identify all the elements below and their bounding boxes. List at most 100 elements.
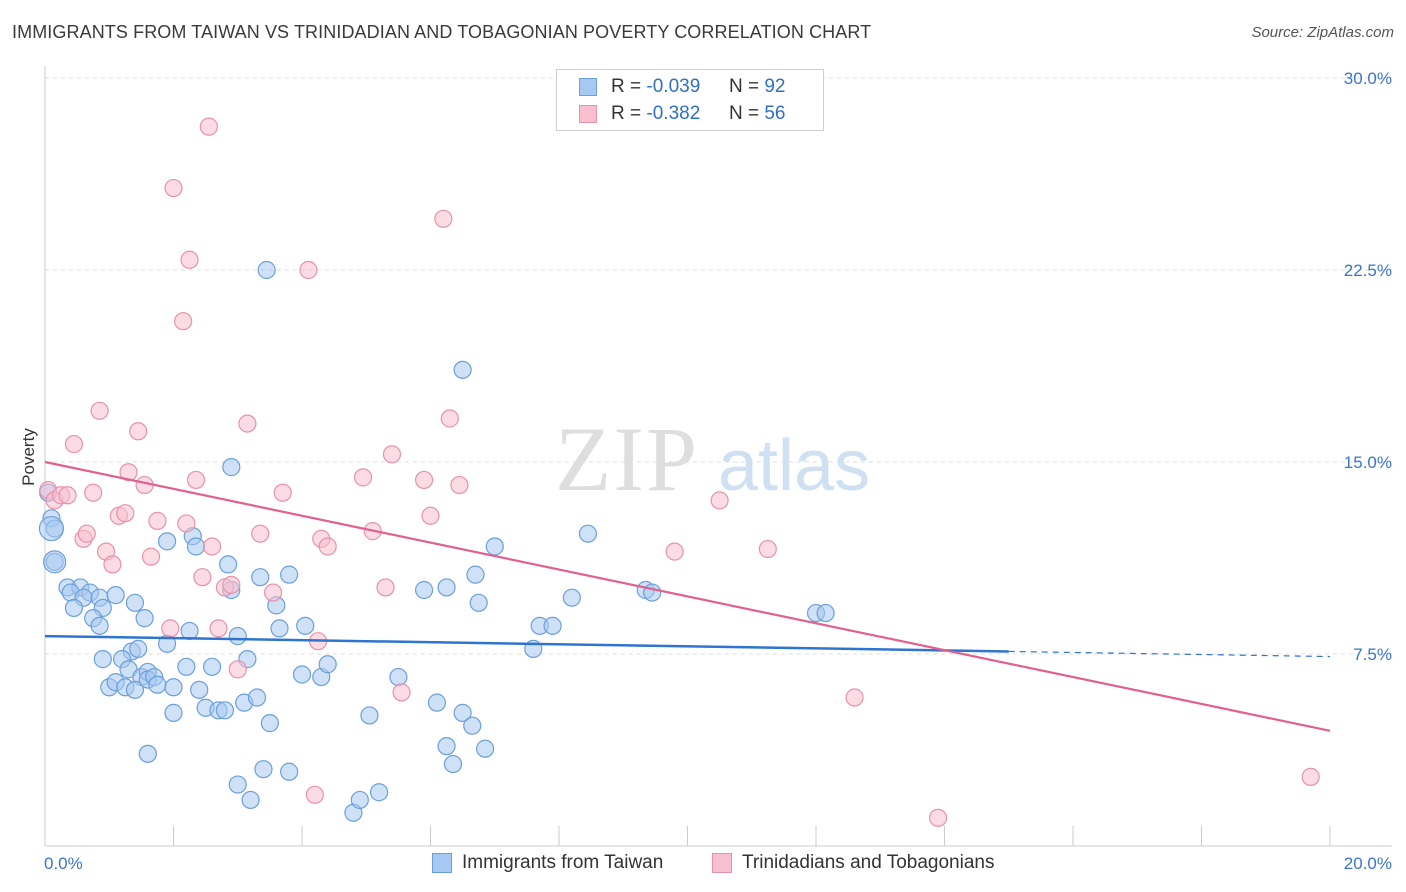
bottom-legend-swatch-trinidad [712,853,732,873]
point-taiwan [292,665,312,684]
point-trinidad [64,434,84,454]
point-taiwan [562,588,581,607]
bottom-legend-taiwan: Immigrants from Taiwan [432,852,663,874]
point-taiwan [38,515,65,542]
point-trinidad [434,209,453,228]
point-trinidad [710,491,729,510]
legend-row-trinidad: R = -0.382 N = 56 [579,103,785,125]
point-taiwan [370,783,389,802]
x-tick-label: 20.0% [1344,854,1392,873]
watermark-zip: ZIP [555,408,699,510]
trend-line-trinidad [44,460,1331,732]
point-trinidad [392,683,411,702]
legend-r-label: R = [611,103,642,124]
point-taiwan [228,626,247,646]
point-trinidad [758,539,777,559]
point-trinidad [1301,767,1320,786]
point-trinidad [186,470,206,490]
point-taiwan [270,619,289,638]
legend: R = -0.039 N = 92 R = -0.382 N = 56 [556,69,824,131]
point-trinidad [305,785,324,804]
point-trinidad [58,486,77,505]
legend-n-label: N = [728,76,760,97]
point-taiwan [164,703,183,722]
point-taiwan [543,616,562,635]
point-taiwan [90,616,109,635]
point-taiwan [251,568,270,587]
point-taiwan [202,657,222,676]
point-taiwan [453,360,472,379]
point-trinidad [273,483,292,502]
point-taiwan [578,524,598,543]
point-taiwan [177,657,196,676]
legend-r-label: R = [611,76,642,97]
point-taiwan [157,532,177,551]
point-trinidad [238,414,257,433]
point-taiwan [466,565,485,584]
point-taiwan [427,693,447,712]
y-tick-label: 7.5% [1353,645,1392,664]
point-trinidad [222,575,241,594]
point-trinidad [177,514,196,533]
point-trinidad [228,660,247,679]
legend-swatch-trinidad [579,105,597,123]
point-taiwan [443,754,463,774]
point-trinidad [90,401,109,420]
point-trinidad [180,250,199,269]
point-taiwan [318,655,337,674]
point-taiwan [437,737,456,756]
point-trinidad [665,542,684,561]
point-trinidad [450,475,469,495]
y-axis-label: Poverty [19,428,38,486]
point-trinidad [84,483,103,502]
y-tick-label: 22.5% [1344,261,1392,280]
bottom-legend-swatch-taiwan [432,853,452,873]
point-taiwan [280,762,299,781]
point-taiwan [43,550,67,574]
legend-r-value: -0.039 [646,76,701,97]
trend-line-taiwan [44,634,1009,653]
point-taiwan [186,537,206,556]
point-trinidad [77,524,96,543]
point-taiwan [138,744,157,763]
point-trinidad [174,312,193,331]
point-trinidad [263,583,283,602]
tick-labels: 7.5% 15.0% 22.5% 30.0% 0.0% 20.0% [44,69,1392,873]
series-taiwan [38,260,835,822]
point-trinidad [202,537,222,556]
grid-lines [45,77,1392,655]
bottom-legend-label-trinidad: Trinidadians and Tobagonians [742,852,995,873]
source-credit: Source: ZipAtlas.com [1251,24,1394,41]
legend-row-taiwan: R = -0.039 N = 92 [579,76,785,98]
point-trinidad [141,547,161,566]
point-trinidad [318,537,337,556]
legend-r-value: -0.382 [646,103,701,124]
point-taiwan [453,703,472,722]
point-taiwan [106,586,125,605]
point-taiwan [296,616,315,635]
point-taiwan [180,621,199,641]
series-trinidad [39,117,1320,827]
legend-n-value: 92 [764,76,786,97]
point-trinidad [251,524,270,543]
legend-swatch-taiwan [579,78,597,96]
point-taiwan [228,775,247,794]
point-taiwan [257,260,276,280]
point-taiwan [129,639,148,658]
point-trinidad [845,688,864,707]
point-trinidad [440,409,459,428]
point-trinidad [414,470,434,490]
point-taiwan [476,739,495,758]
point-trinidad [116,504,135,523]
point-taiwan [350,790,369,810]
point-taiwan [222,458,241,477]
point-taiwan [643,583,662,602]
point-taiwan [241,790,260,810]
point-taiwan [64,598,84,618]
bottom-legend-trinidad: Trinidadians and Tobagonians [712,852,994,874]
bottom-legend-label-taiwan: Immigrants from Taiwan [462,852,664,873]
chart-title: IMMIGRANTS FROM TAIWAN VS TRINIDADIAN AN… [12,22,872,42]
point-trinidad [164,178,183,198]
point-taiwan [260,714,279,733]
